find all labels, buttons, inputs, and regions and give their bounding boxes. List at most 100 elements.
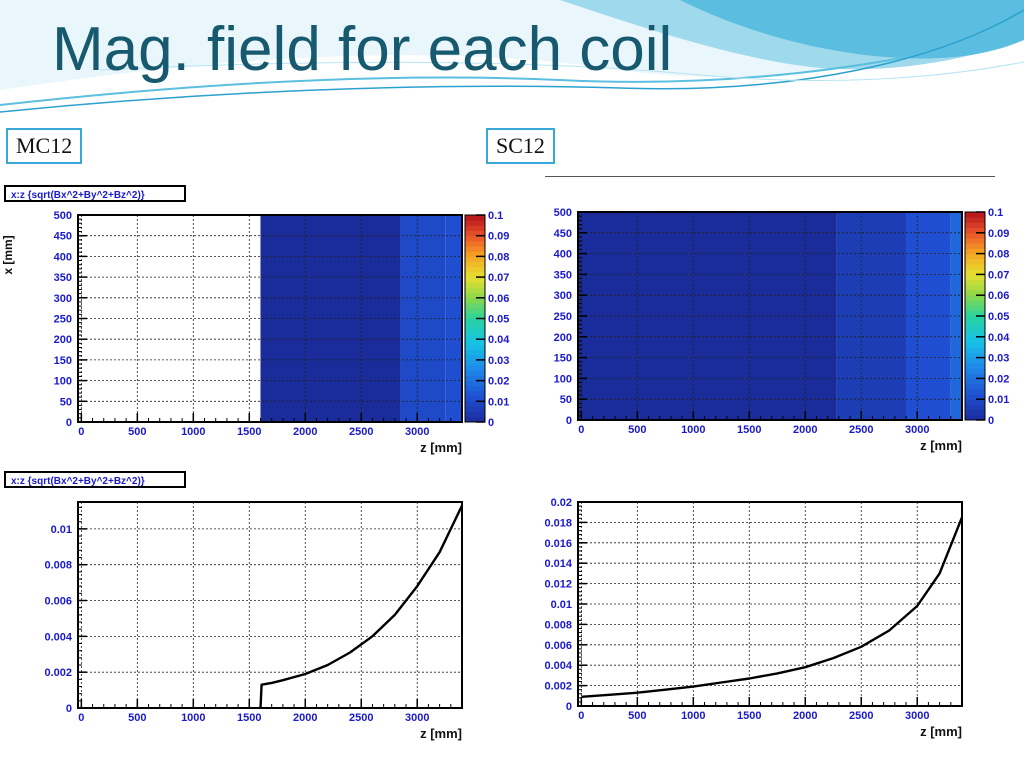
y-tick-label: 50 — [560, 394, 572, 406]
y-tick-label: 0.014 — [544, 558, 572, 570]
y-tick-label: 500 — [54, 210, 72, 222]
colorbar-segment — [965, 284, 985, 291]
x-tick-label: 0 — [78, 712, 84, 724]
colorbar-segment — [465, 225, 485, 232]
colorbar-segment — [965, 279, 985, 286]
y-tick-label: 450 — [554, 228, 572, 240]
colorbar-segment — [465, 375, 485, 382]
colorbar-segment — [465, 266, 485, 273]
x-tick-label: 0 — [578, 424, 584, 436]
x-tick-label: 3000 — [405, 426, 429, 438]
x-axis-label: z [mm] — [920, 438, 962, 453]
x-tick-label: 1500 — [737, 424, 761, 436]
colorbar-segment — [965, 310, 985, 317]
colorbar-segment — [465, 292, 485, 299]
y-tick-label: 0 — [66, 703, 72, 715]
y-tick-label: 400 — [54, 251, 72, 263]
heatmap-region — [445, 215, 462, 422]
colorbar-tick-label: 0.01 — [488, 396, 509, 408]
colorbar-tick-label: 0.04 — [488, 334, 510, 346]
y-tick-label: 0.01 — [51, 524, 72, 536]
y-tick-label: 0.008 — [544, 619, 572, 631]
y-axis-label: x [mm] — [1, 235, 15, 274]
y-tick-label: 0.004 — [44, 631, 72, 643]
x-tick-label: 0 — [578, 710, 584, 722]
colorbar-segment — [965, 404, 985, 411]
colorbar-segment — [965, 232, 985, 239]
x-tick-label: 0 — [78, 426, 84, 438]
colorbar-segment — [965, 238, 985, 244]
colorbar-segment — [465, 302, 485, 309]
colorbar-segment — [465, 235, 485, 242]
colorbar-tick-label: 0 — [988, 415, 994, 427]
colorbar-segment — [965, 305, 985, 312]
x-tick-label: 1000 — [681, 710, 705, 722]
colorbar-tick-label: 0.03 — [488, 355, 509, 367]
colorbar-segment — [465, 251, 485, 257]
heatmap-region — [950, 212, 962, 420]
x-tick-label: 2500 — [349, 712, 373, 724]
colorbar-tick-label: 0.02 — [988, 373, 1009, 385]
colorbar-tick-label: 0.03 — [988, 353, 1009, 365]
y-tick-label: 450 — [54, 231, 72, 243]
colorbar-tick-label: 0.06 — [488, 293, 509, 305]
colorbar-segment — [465, 313, 485, 319]
y-tick-label: 350 — [554, 269, 572, 281]
chart-mc12-profile: x:z {sqrt(Bx^2+By^2+Bz^2)} 0 500 1000 1500 20… — [0, 470, 512, 746]
colorbar-tick-label: 0.06 — [988, 290, 1009, 302]
colorbar-tick-label: 0.01 — [988, 394, 1009, 406]
colorbar-segment — [465, 349, 485, 356]
colorbar-segment — [965, 357, 985, 364]
colorbar-segment — [465, 406, 485, 413]
label-sc12: SC12 — [486, 128, 555, 164]
colorbar-segment — [465, 411, 485, 418]
plot-frame — [77, 501, 463, 709]
y-tick-label: 100 — [554, 373, 572, 385]
x-tick-label: 3000 — [905, 424, 929, 436]
colorbar-segment — [465, 370, 485, 376]
colorbar-segment — [965, 409, 985, 416]
y-tick-label: 0.002 — [44, 667, 72, 679]
colorbar-tick-label: 0.1 — [988, 207, 1003, 219]
x-tick-label: 2000 — [293, 426, 317, 438]
y-tick-label: 300 — [54, 293, 72, 305]
slide-header-background — [0, 0, 1024, 113]
colorbar-segment — [965, 300, 985, 307]
y-tick-label: 50 — [60, 396, 72, 408]
colorbar-segment — [465, 390, 485, 397]
y-tick-label: 150 — [54, 355, 72, 367]
x-tick-label: 2500 — [349, 426, 373, 438]
series-line — [581, 516, 964, 698]
colorbar-segment — [965, 388, 985, 395]
colorbar-segment — [965, 217, 985, 223]
colorbar-segment — [965, 269, 985, 275]
x-tick-label: 1500 — [237, 426, 261, 438]
colorbar-segment — [465, 385, 485, 392]
y-tick-label: 200 — [554, 332, 572, 344]
colorbar-segment — [465, 365, 485, 371]
colorbar-tick-label: 0.07 — [488, 272, 509, 284]
x-tick-label: 2000 — [793, 710, 817, 722]
x-tick-label: 500 — [628, 424, 646, 436]
x-axis-label: z [mm] — [420, 726, 462, 741]
colorbar-segment — [465, 401, 485, 407]
y-tick-label: 250 — [554, 311, 572, 323]
colorbar-segment — [465, 323, 485, 330]
colorbar-segment — [465, 230, 485, 237]
colorbar-segment — [965, 253, 985, 260]
chart-title-box — [4, 471, 186, 488]
plot-frame — [77, 214, 463, 423]
colorbar-tick-label: 0.09 — [988, 228, 1009, 240]
x-tick-label: 1000 — [181, 426, 205, 438]
colorbar-segment — [465, 256, 485, 263]
label-mc12: MC12 — [6, 128, 83, 164]
colorbar-segment — [465, 334, 485, 340]
colorbar-segment — [965, 326, 985, 333]
x-tick-label: 3000 — [405, 712, 429, 724]
y-tick-label: 0.002 — [544, 681, 572, 693]
y-tick-label: 150 — [554, 353, 572, 365]
colorbar-tick-label: 0.02 — [488, 376, 509, 388]
y-tick-label: 0.02 — [551, 497, 572, 509]
divider-line — [545, 176, 995, 177]
y-tick-label: 0.006 — [44, 596, 72, 608]
